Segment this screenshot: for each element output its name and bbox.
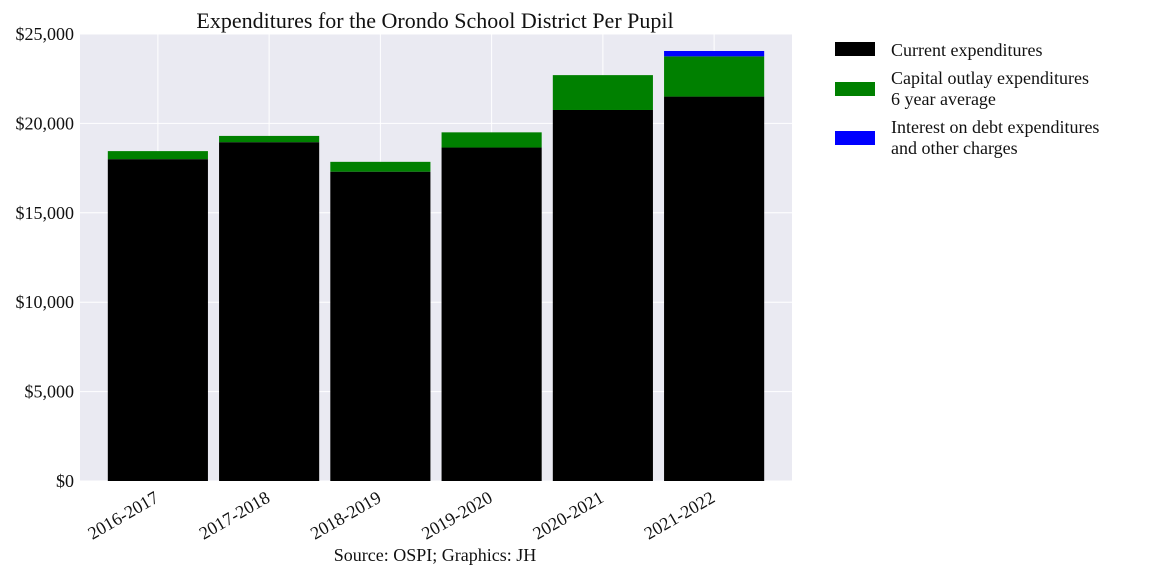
bar-segment	[330, 171, 431, 481]
x-tick-label: 2020-2021	[529, 487, 607, 543]
bar-segment	[219, 135, 320, 143]
legend-swatch	[835, 42, 875, 56]
bar-segment	[107, 151, 208, 160]
bar-segment	[552, 75, 653, 110]
bars	[107, 50, 765, 482]
bar-segment	[664, 50, 765, 57]
bar-segment	[219, 142, 320, 481]
bar-segment	[441, 132, 542, 148]
legend-label: Capital outlay expenditures	[891, 68, 1089, 88]
legend-label: Current expenditures	[891, 40, 1042, 60]
bar-segment	[330, 161, 431, 172]
y-axis-ticks: $0 $5,000 $10,000 $15,000 $20,000 $25,000	[16, 24, 75, 491]
bar-segment	[552, 109, 653, 482]
bar-segment	[107, 159, 208, 481]
x-tick-label: 2016-2017	[84, 487, 162, 543]
y-tick-label: $0	[56, 471, 74, 491]
bar-segment	[441, 147, 542, 481]
y-tick-label: $25,000	[16, 24, 75, 44]
chart-title: Expenditures for the Orondo School Distr…	[196, 8, 673, 33]
legend-swatch	[835, 82, 875, 96]
x-tick-label: 2019-2020	[418, 487, 496, 543]
x-axis-ticks: 2016-2017 2017-2018 2018-2019 2019-2020 2020…	[84, 487, 718, 543]
y-tick-label: $5,000	[25, 382, 75, 402]
legend-label: and other charges	[891, 138, 1018, 158]
bar-segment	[664, 56, 765, 97]
bar-segment	[664, 96, 765, 481]
legend: Current expenditures Capital outlay expen…	[835, 40, 1099, 158]
x-axis-label: Source: OSPI; Graphics: JH	[334, 545, 536, 565]
y-tick-label: $20,000	[16, 113, 75, 133]
x-tick-label: 2018-2019	[307, 487, 385, 543]
y-tick-label: $15,000	[16, 203, 75, 223]
y-tick-label: $10,000	[16, 292, 75, 312]
x-tick-label: 2017-2018	[196, 487, 274, 543]
x-tick-label: 2021-2022	[641, 487, 719, 543]
legend-label: Interest on debt expenditures	[891, 117, 1099, 137]
legend-swatch	[835, 131, 875, 145]
legend-label: 6 year average	[891, 89, 996, 109]
